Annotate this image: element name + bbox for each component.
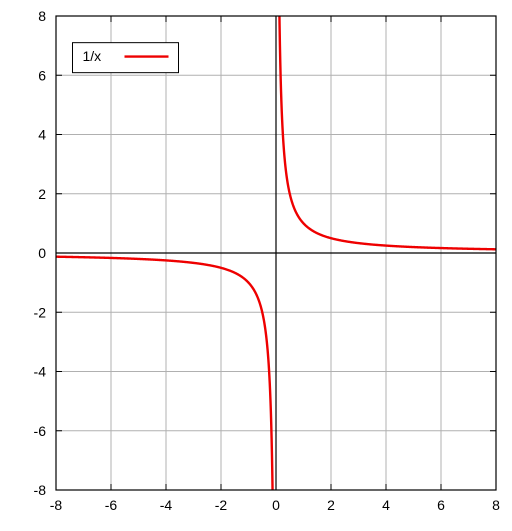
y-tick-label: 0 bbox=[38, 245, 46, 261]
x-tick-label: 4 bbox=[382, 497, 390, 513]
y-tick-label: -4 bbox=[34, 364, 47, 380]
x-tick-label: -8 bbox=[50, 497, 63, 513]
x-tick-label: -4 bbox=[160, 497, 173, 513]
y-tick-label: -8 bbox=[34, 482, 47, 498]
x-tick-label: 6 bbox=[437, 497, 445, 513]
chart-container: -8 -6 -4 -2 0 2 4 6 8 -8 -6 -4 -2 0 2 4 6 8 1/x bbox=[0, 0, 512, 531]
y-tick-label: 4 bbox=[38, 127, 46, 143]
x-tick-label: -2 bbox=[215, 497, 228, 513]
x-tick-label: 8 bbox=[492, 497, 500, 513]
y-tick-label: -2 bbox=[34, 304, 47, 320]
x-tick-label: 0 bbox=[272, 497, 280, 513]
y-tick-label: 8 bbox=[38, 8, 46, 24]
legend-item-label: 1/x bbox=[83, 48, 102, 64]
x-tick-label: 2 bbox=[327, 497, 335, 513]
legend: 1/x bbox=[73, 43, 179, 73]
y-tick-label: 6 bbox=[38, 67, 46, 83]
y-tick-label: -6 bbox=[34, 423, 47, 439]
y-tick-label: 2 bbox=[38, 186, 46, 202]
chart-svg: -8 -6 -4 -2 0 2 4 6 8 -8 -6 -4 -2 0 2 4 6 8 1/x bbox=[0, 0, 512, 531]
x-tick-label: -6 bbox=[105, 497, 118, 513]
